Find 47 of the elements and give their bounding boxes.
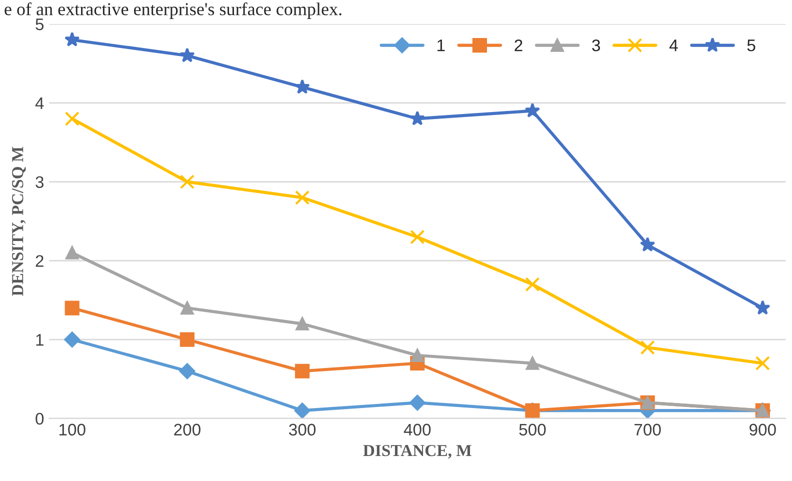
point — [64, 300, 80, 316]
y-tick-label: 0 — [36, 412, 44, 425]
point — [294, 402, 310, 418]
x-tick-label: 500 — [519, 424, 546, 436]
x-tick-label: 200 — [174, 424, 200, 436]
y-tick-label: 1 — [36, 334, 44, 346]
legend-label: 5 — [747, 40, 756, 52]
point — [296, 317, 309, 330]
point — [410, 230, 425, 244]
point — [526, 356, 540, 370]
x-tick-label: 900 — [750, 424, 776, 436]
point — [180, 332, 195, 347]
point — [295, 364, 310, 378]
point — [179, 363, 196, 380]
y-tick-label: 2 — [36, 255, 44, 267]
y-tick-label: 5 — [36, 18, 44, 30]
x-tick-label: 400 — [404, 424, 431, 436]
point — [64, 111, 80, 126]
y-tick-label: 4 — [35, 98, 44, 109]
point — [410, 110, 426, 126]
x-tick-label: 100 — [59, 424, 86, 436]
point — [180, 48, 195, 62]
point — [294, 79, 310, 94]
x-tick-label: 700 — [634, 424, 661, 436]
point — [755, 356, 770, 371]
legend-label: 1 — [438, 40, 445, 52]
text: e of an extractive enterprise's surface complex. — [4, 2, 342, 19]
point — [409, 394, 426, 411]
legend-label: 4 — [669, 40, 678, 52]
point — [180, 174, 195, 190]
legend-label: 2 — [514, 39, 522, 52]
point — [180, 301, 194, 315]
point — [295, 190, 310, 205]
point — [524, 102, 540, 118]
point — [525, 277, 540, 292]
point — [64, 32, 80, 46]
legend-label: 3 — [592, 39, 600, 52]
point — [640, 340, 655, 355]
point — [64, 332, 80, 348]
y-tick-label: 3 — [36, 176, 44, 188]
point — [66, 246, 79, 260]
point — [640, 236, 656, 252]
point — [410, 348, 424, 362]
x-tick-label: 300 — [289, 424, 316, 436]
point — [754, 300, 770, 315]
x-axis-title: DISTANCE, M — [363, 444, 472, 459]
y-axis-title: DENSITY, PC/SQ M — [12, 146, 26, 296]
